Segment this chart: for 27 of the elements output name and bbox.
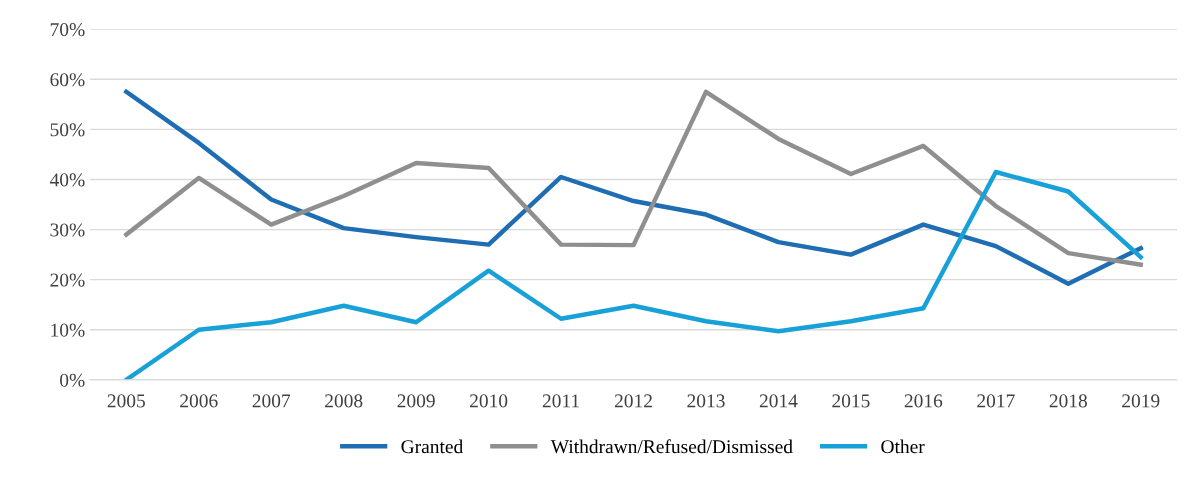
y-tick-label: 0% (60, 373, 85, 387)
x-tick-label: 2011 (542, 394, 579, 408)
y-tick-label: 40% (49, 173, 85, 187)
x-tick-label: 2008 (325, 394, 363, 408)
legend-label: Withdrawn/Refused/Dismissed (550, 439, 793, 454)
x-tick-label: 2019 (1122, 394, 1160, 408)
x-tick-label: 2010 (470, 394, 508, 408)
x-tick-label: 2017 (977, 394, 1015, 408)
y-tick-label: 20% (50, 273, 85, 287)
x-tick-label: 2016 (904, 394, 943, 408)
x-tick-label: 2012 (614, 394, 652, 408)
line-series (124, 169, 1143, 380)
y-tick-label: 50% (50, 123, 85, 137)
x-tick-label: 2005 (107, 394, 145, 408)
x-tick-label: 2014 (759, 394, 798, 408)
y-tick-label: 70% (50, 23, 85, 37)
x-tick-label: 2015 (832, 394, 870, 408)
legend-label: Other (881, 439, 925, 454)
x-tick-label: 2018 (1049, 394, 1087, 408)
x-tick-label: 2009 (397, 394, 435, 408)
y-tick-label: 10% (51, 323, 85, 337)
legend-label: Granted (401, 439, 464, 454)
x-tick-label: 2006 (180, 394, 218, 408)
y-tick-label: 30% (50, 223, 85, 237)
y-tick-label: 60% (50, 73, 85, 87)
x-tick-label: 2007 (252, 394, 291, 408)
x-tick-label: 2013 (687, 394, 725, 408)
